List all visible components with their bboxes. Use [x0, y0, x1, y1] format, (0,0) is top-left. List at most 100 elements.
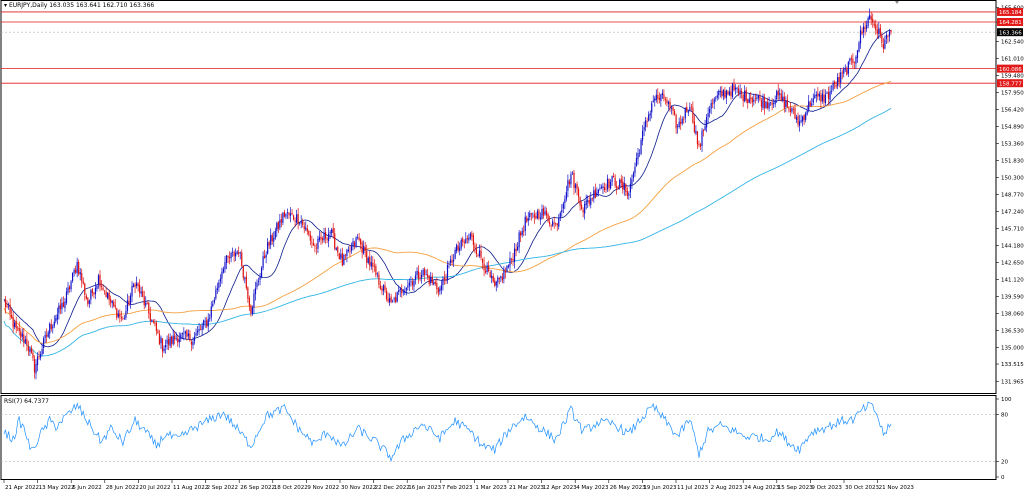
bull-candle — [710, 103, 712, 109]
bull-candle — [602, 186, 604, 188]
bear-candle — [809, 102, 811, 106]
bull-candle — [638, 152, 641, 154]
bull-candle — [64, 301, 66, 309]
bull-candle — [837, 77, 839, 86]
bear-candle — [489, 272, 491, 278]
bull-candle — [131, 285, 133, 297]
bear-candle — [6, 305, 8, 307]
bear-candle — [626, 191, 628, 196]
bull-candle — [468, 237, 470, 241]
bull-candle — [215, 289, 217, 299]
bull-candle — [169, 337, 171, 346]
bull-candle — [681, 118, 683, 124]
bull-candle — [597, 189, 599, 193]
bear-candle — [283, 211, 286, 217]
bear-candle — [879, 27, 881, 35]
bull-candle — [497, 277, 499, 283]
bull-candle — [420, 274, 423, 279]
bear-candle — [617, 187, 619, 188]
bull-candle — [558, 217, 560, 227]
bull-candle — [129, 295, 132, 305]
bull-candle — [256, 282, 258, 288]
bull-candle — [350, 246, 353, 251]
bull-candle — [126, 300, 129, 311]
bear-candle — [233, 252, 235, 257]
price-tick-label: 156.420 — [1001, 107, 1024, 113]
bear-candle — [616, 186, 618, 189]
bear-candle — [771, 102, 773, 105]
bear-candle — [411, 281, 414, 286]
bull-candle — [460, 239, 462, 248]
bear-candle — [373, 265, 375, 267]
bear-candle — [177, 338, 179, 343]
bear-candle — [32, 352, 34, 359]
bull-candle — [399, 288, 401, 291]
bear-candle — [419, 277, 421, 279]
bear-candle — [882, 44, 884, 49]
bear-candle — [803, 115, 805, 120]
bull-candle — [719, 90, 721, 93]
bull-candle — [532, 213, 534, 215]
level-label: 158.777 — [999, 81, 1022, 87]
bull-candle — [47, 332, 49, 337]
bear-candle — [206, 320, 208, 327]
bear-candle — [445, 278, 447, 281]
bear-candle — [533, 214, 535, 218]
bull-candle — [79, 272, 81, 275]
bull-candle — [648, 114, 650, 121]
bull-candle — [413, 280, 415, 287]
bull-candle — [151, 319, 153, 322]
bull-candle — [705, 117, 708, 128]
bull-candle — [433, 282, 435, 285]
bull-candle — [785, 101, 787, 107]
bear-candle — [157, 330, 159, 334]
chart-shift-marker[interactable] — [895, 1, 899, 4]
bull-candle — [704, 126, 706, 131]
bear-candle — [530, 213, 532, 215]
dropdown-triangle-icon[interactable]: ▾ — [4, 2, 8, 9]
bull-candle — [221, 271, 223, 279]
price-tick-label: 138.060 — [1001, 312, 1024, 318]
rsi-axis: 100 80 20 0 — [996, 397, 1012, 481]
bear-candle — [672, 107, 674, 111]
bear-candle — [142, 290, 144, 297]
bull-candle — [184, 331, 186, 334]
bull-candle — [14, 322, 16, 327]
bull-candle — [367, 258, 369, 263]
bull-candle — [273, 237, 275, 242]
bear-candle — [614, 177, 616, 186]
bull-candle — [210, 306, 212, 318]
bull-candle — [878, 28, 880, 35]
bull-candle — [856, 50, 859, 59]
bear-candle — [515, 248, 517, 252]
bull-candle — [567, 180, 569, 191]
bear-candle — [792, 109, 795, 110]
bear-candle — [12, 317, 14, 328]
bull-candle — [731, 83, 734, 97]
bear-candle — [271, 235, 273, 242]
bull-candle — [267, 242, 269, 254]
time-tick-label: 12 Apr 2023 — [543, 485, 578, 491]
bull-candle — [44, 334, 46, 338]
bull-candle — [440, 285, 443, 290]
bear-candle — [520, 232, 522, 236]
bull-candle — [500, 276, 502, 279]
bear-candle — [68, 286, 71, 290]
bear-candle — [30, 348, 33, 353]
bear-candle — [292, 215, 295, 220]
price-tick-label: 159.480 — [1001, 73, 1024, 79]
bull-candle — [289, 213, 292, 216]
bear-candle — [417, 271, 420, 279]
bull-candle — [347, 249, 350, 251]
bull-candle — [774, 100, 776, 105]
bull-candle — [163, 348, 165, 352]
bull-candle — [230, 252, 232, 259]
level-label-box — [997, 7, 1023, 16]
bull-candle — [829, 91, 831, 101]
bull-candle — [806, 110, 808, 115]
bear-candle — [128, 300, 130, 305]
time-tick-label: 9 Nov 2022 — [307, 485, 339, 491]
bear-candle — [155, 322, 158, 331]
bull-candle — [619, 180, 621, 187]
